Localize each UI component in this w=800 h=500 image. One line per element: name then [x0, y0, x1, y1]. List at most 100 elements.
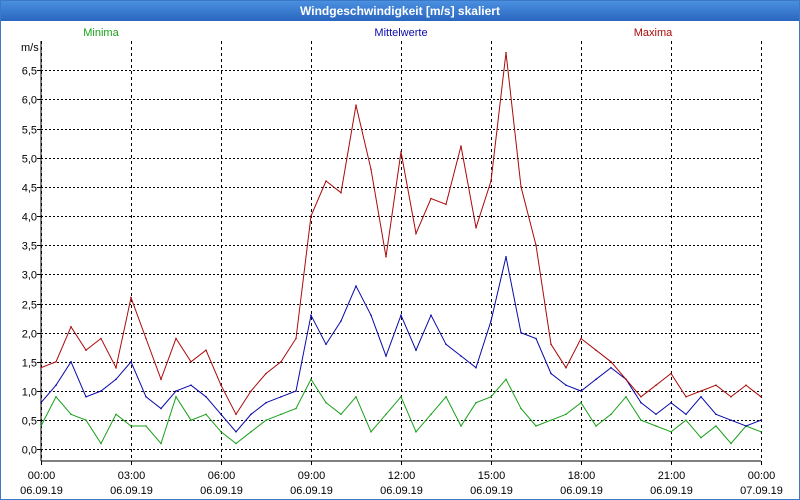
data-point-maxima: [655, 384, 657, 387]
data-point-minima: [625, 396, 627, 398]
x-tick-time-label: 00:00: [748, 470, 776, 482]
data-point-minima: [355, 396, 357, 398]
series: [40, 51, 762, 445]
data-point-maxima: [265, 372, 267, 375]
data-point-mittelwerte: [655, 413, 657, 416]
data-point-minima: [460, 425, 462, 427]
data-point-maxima: [130, 296, 132, 299]
data-point-mittelwerte: [235, 431, 237, 433]
data-point-minima: [325, 401, 327, 404]
data-point-mittelwerte: [295, 390, 297, 392]
data-point-mittelwerte: [595, 378, 597, 381]
data-point-minima: [655, 425, 657, 427]
data-point-mittelwerte: [520, 331, 522, 334]
data-point-maxima: [70, 326, 72, 328]
data-point-mittelwerte: [745, 425, 747, 427]
x-tick-date-label: 06.09.19: [560, 485, 603, 497]
y-tick-label: 5,0: [22, 154, 37, 166]
data-point-maxima: [370, 168, 372, 171]
data-point-mittelwerte: [325, 343, 327, 346]
x-tick-time-label: 21:00: [658, 470, 686, 482]
data-point-mittelwerte: [565, 384, 567, 387]
data-point-minima: [295, 407, 297, 410]
data-point-mittelwerte: [115, 378, 117, 381]
data-point-maxima: [670, 372, 672, 375]
data-point-minima: [145, 425, 147, 427]
data-point-maxima: [685, 396, 687, 398]
data-point-maxima: [205, 349, 207, 352]
data-point-mittelwerte: [610, 366, 612, 369]
data-point-mittelwerte: [730, 419, 732, 422]
data-point-mittelwerte: [505, 256, 507, 258]
data-point-maxima: [190, 361, 192, 363]
y-tick-label: 1,5: [22, 358, 37, 370]
data-point-maxima: [340, 191, 342, 194]
data-point-minima: [100, 442, 102, 445]
data-point-maxima: [745, 384, 747, 387]
data-point-mittelwerte: [175, 390, 177, 392]
y-tick-label: 3,5: [22, 241, 37, 253]
data-point-minima: [55, 396, 57, 398]
data-point-maxima: [595, 349, 597, 352]
legend-mittelwerte: Mittelwerte: [374, 27, 427, 39]
data-point-maxima: [445, 203, 447, 206]
x-tick-time-label: 00:00: [28, 470, 56, 482]
data-point-maxima: [220, 384, 222, 387]
data-point-mittelwerte: [535, 337, 537, 340]
data-point-minima: [370, 431, 372, 433]
data-point-minima: [700, 436, 702, 439]
data-point-minima: [715, 425, 717, 427]
data-point-mittelwerte: [70, 361, 72, 363]
x-tick-time-label: 12:00: [388, 470, 416, 482]
data-point-maxima: [40, 366, 42, 369]
data-point-maxima: [85, 349, 87, 352]
data-point-mittelwerte: [685, 413, 687, 416]
data-point-mittelwerte: [370, 314, 372, 317]
data-point-maxima: [250, 390, 252, 392]
data-point-minima: [310, 378, 312, 381]
y-tick-label: 1,0: [22, 387, 37, 399]
data-point-minima: [250, 431, 252, 433]
y-tick-label: 2,5: [22, 300, 37, 312]
data-point-maxima: [625, 378, 627, 381]
y-tick-label: 0,0: [22, 445, 37, 457]
data-point-minima: [190, 419, 192, 422]
data-point-maxima: [490, 180, 492, 182]
data-point-maxima: [175, 337, 177, 340]
legend: Minima Mittelwerte Maxima: [83, 27, 673, 39]
data-point-minima: [610, 413, 612, 416]
axes: m/s 0,0 0,5 1,0 1,5 2,0 2,5 3,0 3,5 4,0 4,5 5,0 5,5…: [20, 41, 783, 497]
y-tick-label: 5,5: [22, 125, 37, 137]
data-point-minima: [220, 431, 222, 433]
data-point-minima: [475, 401, 477, 404]
data-point-maxima: [475, 226, 477, 229]
data-point-mittelwerte: [760, 419, 762, 422]
data-point-minima: [340, 413, 342, 416]
data-point-minima: [565, 413, 567, 416]
data-point-maxima: [505, 51, 507, 54]
data-point-maxima: [415, 232, 417, 235]
data-point-maxima: [640, 396, 642, 398]
data-point-mittelwerte: [265, 401, 267, 404]
data-point-minima: [535, 425, 537, 427]
data-point-maxima: [295, 337, 297, 340]
data-point-maxima: [100, 337, 102, 340]
data-point-minima: [265, 419, 267, 422]
data-point-mittelwerte: [85, 396, 87, 398]
data-point-maxima: [610, 361, 612, 363]
data-point-mittelwerte: [40, 401, 42, 404]
x-tick-date-label: 07.09.19: [740, 485, 783, 497]
data-point-mittelwerte: [415, 349, 417, 352]
data-point-mittelwerte: [250, 413, 252, 416]
data-point-minima: [760, 431, 762, 433]
data-point-maxima: [520, 186, 522, 188]
data-point-minima: [385, 413, 387, 416]
data-point-minima: [235, 442, 237, 445]
data-point-maxima: [565, 366, 567, 369]
y-tick-label: 6,5: [22, 66, 37, 78]
data-point-mittelwerte: [145, 396, 147, 398]
x-tick-time-label: 09:00: [298, 470, 326, 482]
data-point-mittelwerte: [340, 320, 342, 322]
data-point-minima: [640, 419, 642, 422]
